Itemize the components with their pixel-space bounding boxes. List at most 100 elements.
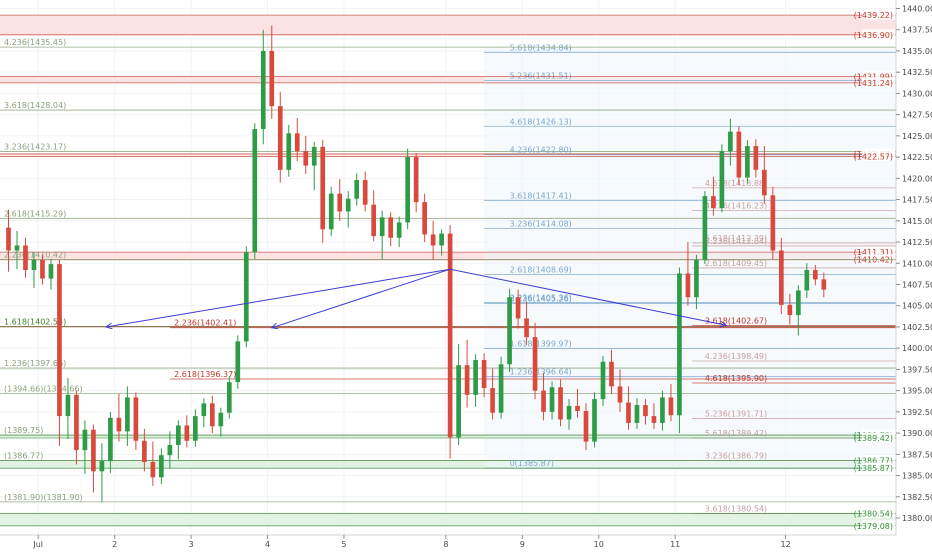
candle-body: [745, 146, 750, 178]
y-tick-label: 1400.00: [902, 344, 932, 353]
candle-body: [396, 222, 402, 238]
level-label: 5.618(1389.42): [705, 429, 767, 438]
level-label: 1.236(1397.66): [4, 359, 66, 368]
trend-line: [450, 268, 726, 325]
candle-body: [787, 304, 793, 316]
level-label: 2.236(1402.41): [174, 319, 236, 328]
candle-body: [379, 217, 385, 237]
candle: [328, 186, 334, 237]
candle-body: [91, 429, 96, 472]
candle: [40, 254, 45, 285]
x-tick-label: 2: [112, 540, 117, 549]
candle-body: [184, 425, 190, 441]
level-band: [0, 153, 896, 157]
candle: [226, 376, 232, 419]
candle-body: [812, 270, 818, 280]
level-tag-bg: [862, 462, 895, 473]
candle: [142, 428, 147, 472]
candle-body: [643, 405, 648, 417]
candle: [651, 403, 657, 429]
candles: [6, 25, 827, 502]
y-tick-label: 1412.50: [902, 238, 932, 247]
candle: [82, 420, 88, 474]
candle: [345, 191, 351, 228]
candle-body: [14, 245, 20, 251]
candle-body: [201, 403, 207, 417]
y-tick-label: 1417.50: [902, 196, 932, 205]
level-label: 4.618(1418.88): [705, 179, 767, 188]
level-tag: (1386.77): [0, 455, 896, 466]
level-band: [0, 76, 896, 83]
candle: [473, 354, 478, 407]
candle: [736, 126, 742, 186]
level-tag-bg: [862, 254, 895, 265]
candle-body: [668, 397, 674, 416]
candle: [795, 285, 801, 336]
candle: [694, 254, 699, 310]
candle-body: [133, 397, 139, 441]
candle: [286, 124, 292, 177]
y-axis[interactable]: 1440.00 1437.50 1435.00 1432.50 1430.00 1427.…: [895, 0, 932, 550]
candle: [31, 252, 37, 288]
x-axis[interactable]: Jul 2 3 4 5 8 9 10 11 12: [0, 534, 932, 550]
y-tick-label: 1402.50: [902, 323, 932, 332]
candle: [209, 395, 215, 434]
candle-body: [600, 361, 606, 400]
candle: [439, 229, 444, 256]
candle: [99, 443, 105, 502]
candle-body: [260, 50, 266, 130]
candle: [354, 173, 360, 206]
candle-body: [694, 259, 699, 298]
candle-body: [532, 337, 538, 391]
candle-body: [303, 151, 309, 166]
candle: [464, 339, 470, 408]
level-tag-bg: [862, 77, 895, 88]
candle: [481, 353, 487, 398]
candle: [617, 369, 623, 412]
candle-body: [23, 245, 28, 271]
candle-body: [422, 202, 427, 235]
y-axis-bg: [896, 0, 932, 550]
candle-body: [320, 146, 326, 230]
candle-body: [728, 131, 733, 152]
trend-line: [272, 268, 451, 328]
level-tag-label: (1410.42): [854, 256, 893, 265]
candle: [23, 237, 28, 278]
level-tag-bg: [862, 29, 895, 40]
level-tag-label: (1386.77): [854, 457, 893, 466]
candle-body: [490, 388, 495, 413]
level-tag: (1380.54): [0, 507, 896, 518]
candle-body: [626, 402, 631, 423]
candle: [303, 135, 309, 175]
candle: [184, 415, 190, 448]
candle: [176, 420, 181, 460]
candle: [159, 448, 164, 485]
candle: [643, 399, 648, 425]
candle: [626, 386, 631, 430]
y-tick-label: 1397.50: [902, 365, 932, 374]
candle: [779, 237, 784, 315]
candle-body: [226, 382, 232, 413]
candle-body: [176, 425, 181, 445]
level-label: 5.236(1391.71): [705, 410, 767, 419]
x-tick-label: 10: [594, 540, 604, 549]
level-tag-label: (1439.22): [854, 11, 893, 20]
level-label: 3.236(1405.26): [510, 295, 572, 304]
candle: [711, 176, 716, 216]
candle-body: [413, 157, 419, 203]
x-tick-label: Jul: [32, 540, 43, 549]
candle: [430, 220, 436, 260]
candle-body: [549, 387, 555, 412]
candle: [14, 230, 20, 270]
candle-body: [362, 180, 368, 205]
level-tag-bg: [862, 246, 895, 257]
candle: [592, 392, 597, 448]
y-tick-label: 1382.50: [902, 493, 932, 502]
candle-body: [286, 133, 292, 170]
candle: [218, 407, 224, 437]
level-label: 5.236(1431.51): [510, 72, 572, 81]
candle-body: [116, 417, 122, 432]
y-tick-label: 1387.50: [902, 450, 932, 459]
